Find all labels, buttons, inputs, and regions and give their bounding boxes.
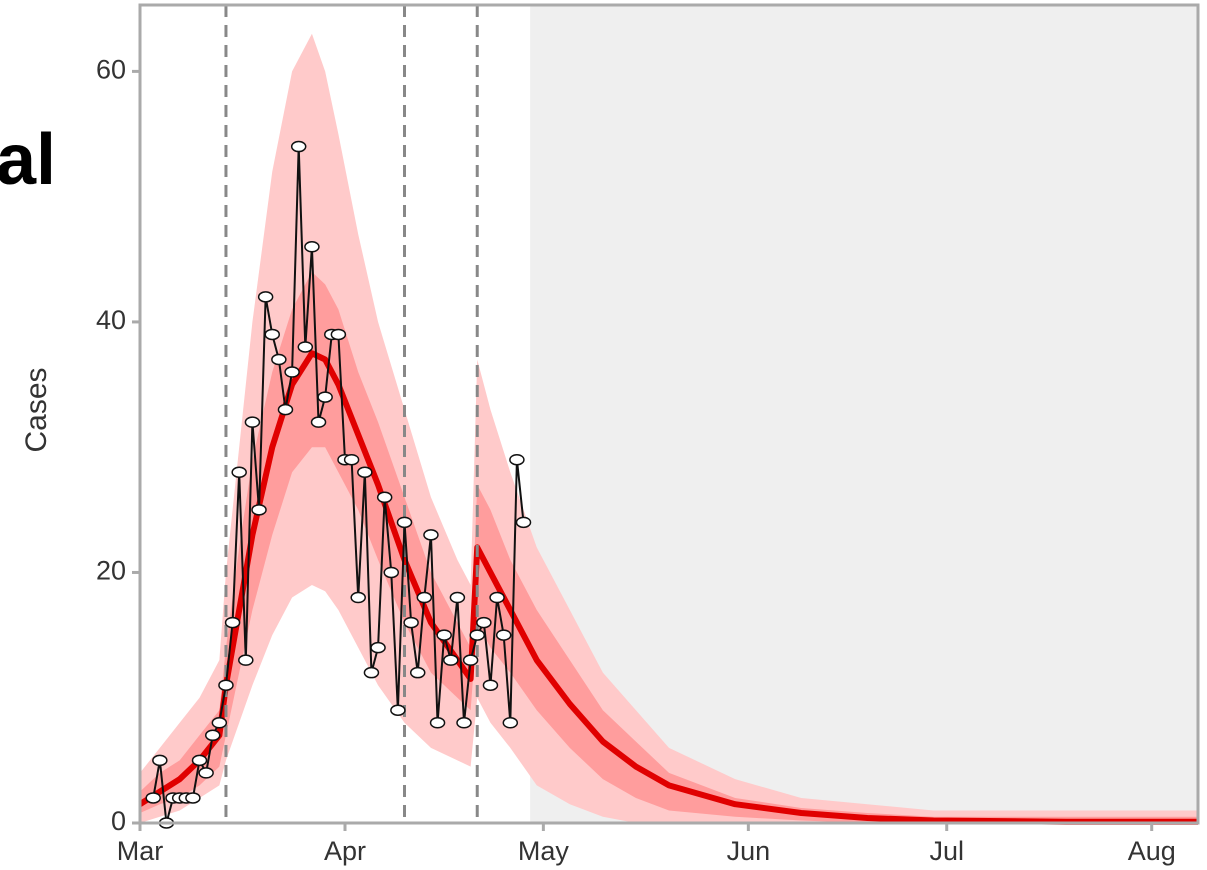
observed-point: [515, 516, 532, 529]
observed-point: [231, 466, 247, 478]
observed-point: [290, 140, 307, 153]
observed-point: [264, 328, 280, 341]
plot-frame: [138, 3, 1200, 825]
observed-point: [152, 754, 168, 767]
observed-point: [145, 792, 161, 804]
observed-point: [198, 767, 214, 779]
observed-point: [330, 328, 347, 341]
x-tick-label: Apr: [324, 836, 366, 866]
observed-point: [218, 679, 234, 691]
observed-point: [317, 391, 333, 403]
observed-point: [409, 666, 426, 679]
observed-point: [456, 717, 472, 729]
y-tick-label: 40: [96, 305, 126, 335]
observed-point: [502, 717, 519, 729]
observed-point: [257, 291, 274, 303]
observed-point: [509, 453, 525, 466]
observed-point: [469, 629, 485, 641]
observed-point: [304, 241, 320, 253]
observed-point: [185, 792, 201, 804]
observed-point: [449, 591, 466, 604]
observed-point: [343, 453, 360, 466]
observed-point: [443, 654, 459, 666]
observed-point: [383, 566, 400, 579]
observed-point: [429, 717, 446, 729]
forecast-region: [530, 5, 1198, 823]
x-tick-label: Jul: [929, 836, 964, 866]
x-tick-label: Aug: [1128, 836, 1176, 866]
observed-point: [350, 591, 366, 604]
model-median: [138, 350, 1198, 825]
observed-point: [482, 679, 499, 691]
observed-point: [423, 529, 439, 541]
observed-point: [244, 416, 261, 428]
observed-point: [390, 704, 406, 717]
x-tick-label: Jun: [727, 836, 771, 866]
observed-point: [211, 717, 228, 729]
observed-point: [284, 366, 300, 378]
y-tick-label: 60: [96, 55, 126, 85]
observed-point: [251, 504, 267, 516]
observed-point: [495, 629, 512, 641]
observed-point: [271, 353, 287, 366]
observed-point: [476, 616, 492, 629]
observed-point: [357, 466, 373, 478]
observed-point: [277, 403, 294, 416]
y-tick-label: 20: [96, 556, 126, 586]
observed-point: [238, 654, 254, 666]
observed-point: [436, 629, 452, 641]
observed-point: [376, 491, 393, 504]
observed-point: [462, 654, 479, 666]
observed-point: [204, 729, 221, 742]
observed-point: [403, 616, 419, 629]
x-tick-label: May: [518, 836, 570, 866]
y-axis-label: Cases: [20, 367, 53, 452]
observed-point: [416, 591, 433, 604]
observed-point: [489, 591, 505, 604]
y-tick-label: 0: [111, 806, 126, 836]
observed-point: [297, 341, 314, 353]
observed-point: [370, 641, 386, 654]
clipped-title: al: [0, 120, 56, 200]
x-tick-label: Mar: [117, 836, 164, 866]
observed-point: [363, 666, 380, 679]
observed-point: [396, 516, 413, 529]
observed-point: [224, 616, 241, 629]
observed-point: [310, 416, 327, 428]
observed-point: [191, 754, 208, 767]
